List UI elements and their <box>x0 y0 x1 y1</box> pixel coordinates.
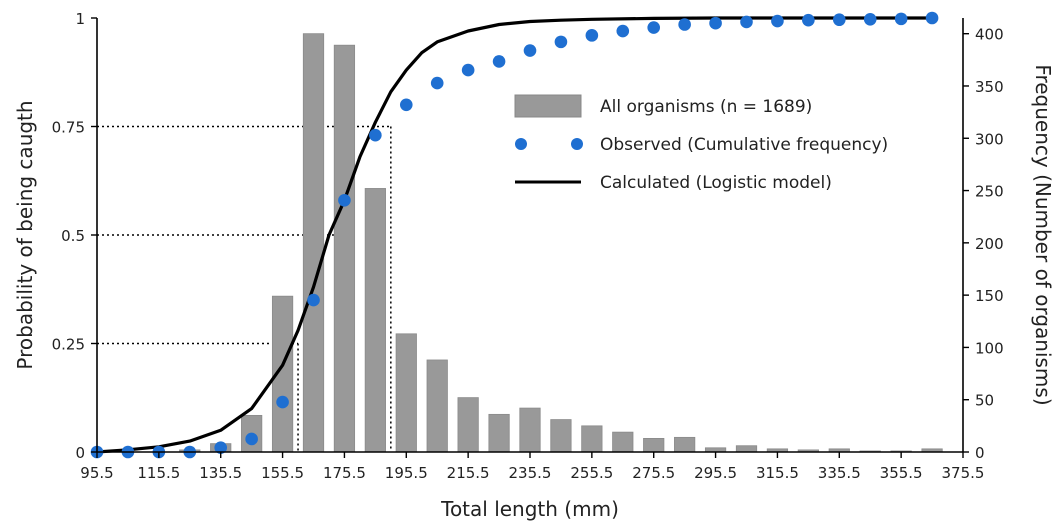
x-axis-title: Total length (mm) <box>440 497 619 521</box>
observed-point <box>925 11 939 25</box>
observed-point <box>214 441 228 454</box>
left-y-tick-labels: 0 0.25 0.5 0.75 1 <box>52 10 85 462</box>
observed-point <box>709 16 722 30</box>
bar <box>735 445 758 453</box>
observed-point <box>245 432 258 446</box>
x-tick-label: 95.5 <box>80 464 113 482</box>
bar <box>395 333 417 453</box>
observed-points <box>90 11 939 459</box>
observed-point <box>307 293 320 307</box>
observed-point <box>740 15 753 29</box>
x-tick-label: 155.5 <box>261 464 304 482</box>
x-tick-label: 215.5 <box>447 464 490 482</box>
observed-point <box>616 24 630 38</box>
bar <box>426 359 448 453</box>
legend-line-label: Calculated (Logistic model) <box>600 173 832 193</box>
bar <box>488 413 510 453</box>
observed-point <box>678 18 691 31</box>
x-tick-label: 335.5 <box>818 464 861 482</box>
bar <box>302 33 325 453</box>
axes <box>91 17 969 458</box>
legend-point-label: Observed (Cumulative frequency) <box>600 135 888 155</box>
logistic-curve <box>96 16 933 454</box>
right-y-tick-labels: 0 50 100 150 200 250 300 350 400 <box>975 26 1004 462</box>
observed-point <box>647 21 661 34</box>
legend-point-swatch <box>571 138 583 150</box>
right-y-tick-label: 200 <box>975 235 1004 253</box>
x-tick-label: 315.5 <box>756 464 799 482</box>
x-tick-label: 195.5 <box>385 464 428 482</box>
bar <box>457 397 479 453</box>
x-tick-label: 355.5 <box>880 464 923 482</box>
bar <box>550 419 572 453</box>
left-y-axis-title: Probability of being caugth <box>13 100 37 369</box>
right-y-tick-label: 100 <box>975 339 1004 357</box>
observed-point <box>492 55 506 68</box>
observed-point <box>894 12 908 26</box>
bar <box>581 425 603 453</box>
observed-point <box>276 395 289 409</box>
observed-point <box>430 76 444 90</box>
observed-point <box>832 13 846 27</box>
right-y-tick-label: 0 <box>975 444 985 462</box>
legend: All organisms (n = 1689) Observed (Cumul… <box>514 94 888 193</box>
observed-point <box>461 63 475 77</box>
observed-point <box>399 98 413 112</box>
observed-point <box>585 29 599 42</box>
right-y-tick-label: 300 <box>975 130 1004 148</box>
x-tick-label: 275.5 <box>632 464 675 482</box>
legend-point-swatch <box>515 138 527 150</box>
right-y-tick-label: 150 <box>975 287 1004 305</box>
bar <box>519 407 541 453</box>
x-tick-label: 135.5 <box>199 464 242 482</box>
right-y-tick-label: 400 <box>975 26 1004 44</box>
observed-point <box>802 13 815 27</box>
observed-point <box>369 128 382 142</box>
right-y-tick-label: 350 <box>975 78 1004 96</box>
x-tick-label: 235.5 <box>509 464 552 482</box>
legend-bar-label: All organisms (n = 1689) <box>600 97 812 117</box>
frequency-bars <box>179 33 943 453</box>
x-tick-label: 295.5 <box>694 464 737 482</box>
observed-point <box>863 13 877 26</box>
x-tick-label: 115.5 <box>137 464 180 482</box>
left-y-tick-label: 1 <box>75 10 85 28</box>
left-y-tick-label: 0 <box>75 444 85 462</box>
bar <box>333 44 356 453</box>
legend-bar-swatch <box>514 94 582 118</box>
observed-point <box>771 14 784 28</box>
x-tick-labels: 95.5 115.5 135.5 155.5 175.5 195.5 215.5 235.5 2… <box>80 464 984 482</box>
x-tick-label: 175.5 <box>323 464 366 482</box>
bar <box>364 188 386 453</box>
right-y-axis-title: Frequency (Number of organisms) <box>1031 64 1052 405</box>
logistic-line <box>96 16 933 454</box>
x-tick-label: 375.5 <box>942 464 985 482</box>
right-y-tick-label: 250 <box>975 183 1004 201</box>
observed-point <box>554 35 568 49</box>
right-y-tick-label: 50 <box>975 392 994 410</box>
left-y-tick-label: 0.25 <box>52 336 85 354</box>
x-tick-label: 255.5 <box>570 464 613 482</box>
observed-point <box>338 193 351 207</box>
bar <box>674 436 696 453</box>
left-y-tick-label: 0.5 <box>61 227 85 245</box>
bar <box>643 438 665 453</box>
left-y-tick-label: 0.75 <box>52 119 85 137</box>
observed-point <box>523 44 537 57</box>
bar <box>612 431 634 453</box>
